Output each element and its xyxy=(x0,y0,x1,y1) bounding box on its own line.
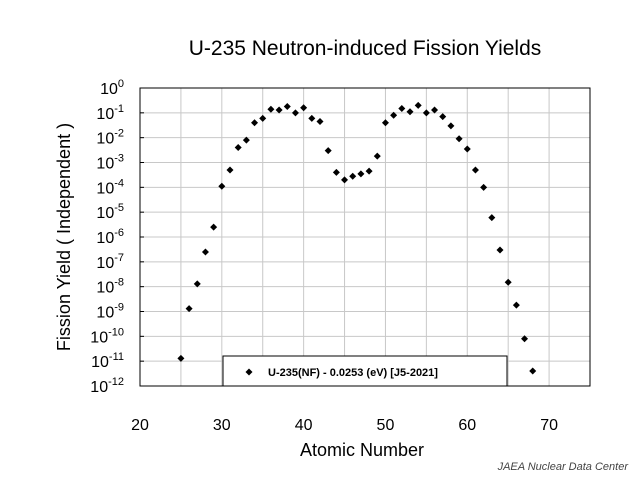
data-point xyxy=(381,119,389,127)
data-point xyxy=(455,135,463,143)
data-points xyxy=(177,101,537,375)
data-point xyxy=(373,152,381,160)
y-tick-label: 10-8 xyxy=(96,277,124,297)
data-point xyxy=(398,104,406,112)
y-tick-label: 100 xyxy=(100,78,124,98)
data-point xyxy=(185,305,193,313)
legend: U-235(NF) - 0.0253 (eV) [J5-2021] xyxy=(222,355,508,387)
y-tick-label: 10-12 xyxy=(90,376,124,396)
x-axis-label: Atomic Number xyxy=(300,440,424,460)
y-tick-label: 10-9 xyxy=(96,302,124,322)
data-point xyxy=(496,246,504,254)
data-point xyxy=(480,183,488,191)
y-tick-label: 10-4 xyxy=(96,177,124,197)
data-point xyxy=(463,145,471,153)
data-point xyxy=(439,113,447,121)
y-tick-label: 10-1 xyxy=(96,103,124,123)
credit-text: JAEA Nuclear Data Center xyxy=(497,461,630,473)
data-point xyxy=(332,168,340,176)
grid-lines xyxy=(140,88,590,386)
data-point xyxy=(529,367,537,375)
data-point xyxy=(210,223,218,231)
x-tick-label: 50 xyxy=(377,417,395,434)
data-point xyxy=(357,170,365,178)
data-point xyxy=(390,111,398,119)
data-point xyxy=(275,106,283,114)
data-point xyxy=(242,136,250,144)
y-axis-ticks: 100 10-1 10-2 10-3 10-4 10-5 10-6 10-7 10-8 10-9 1… xyxy=(90,78,144,396)
data-point xyxy=(267,105,275,113)
data-point xyxy=(447,122,455,130)
data-point xyxy=(504,278,512,286)
data-point xyxy=(324,147,332,155)
x-tick-label: 30 xyxy=(213,417,231,434)
data-point xyxy=(251,119,259,127)
data-point xyxy=(349,172,357,180)
data-point xyxy=(300,104,308,112)
data-point xyxy=(259,114,267,122)
y-tick-label: 10-11 xyxy=(91,351,124,371)
data-point xyxy=(226,166,234,174)
data-point xyxy=(177,354,185,362)
y-tick-label: 10-10 xyxy=(90,326,124,346)
data-point xyxy=(201,248,209,256)
legend-entry: U-235(NF) - 0.0253 (eV) [J5-2021] xyxy=(268,367,438,379)
data-point xyxy=(414,101,422,109)
data-point xyxy=(365,167,373,175)
data-point xyxy=(422,109,430,117)
data-point xyxy=(488,214,496,222)
y-axis-label: Fission Yield ( Independent ) xyxy=(54,123,74,351)
x-tick-label: 20 xyxy=(131,417,149,434)
data-point xyxy=(471,166,479,174)
y-tick-label: 10-7 xyxy=(96,252,124,272)
chart-title: U-235 Neutron-induced Fission Yields xyxy=(189,37,542,60)
y-tick-label: 10-6 xyxy=(96,227,124,247)
legend-box xyxy=(222,355,508,387)
data-point xyxy=(431,106,439,114)
x-tick-label: 60 xyxy=(458,417,476,434)
data-point xyxy=(316,117,324,125)
data-point xyxy=(406,108,414,116)
data-point xyxy=(234,144,242,152)
y-tick-label: 10-3 xyxy=(96,153,124,173)
data-point xyxy=(193,280,201,288)
data-point xyxy=(341,176,349,184)
x-tick-label: 70 xyxy=(540,417,558,434)
data-point xyxy=(308,114,316,122)
data-point xyxy=(291,109,299,117)
x-axis-ticks: 20 30 40 50 60 70 xyxy=(131,417,558,434)
data-point xyxy=(218,182,226,190)
data-point xyxy=(521,335,529,343)
y-tick-label: 10-2 xyxy=(96,128,124,148)
legend-marker-icon xyxy=(245,368,253,376)
data-point xyxy=(512,301,520,309)
y-tick-label: 10-5 xyxy=(96,202,124,222)
data-point xyxy=(283,102,291,110)
x-tick-label: 40 xyxy=(295,417,313,434)
